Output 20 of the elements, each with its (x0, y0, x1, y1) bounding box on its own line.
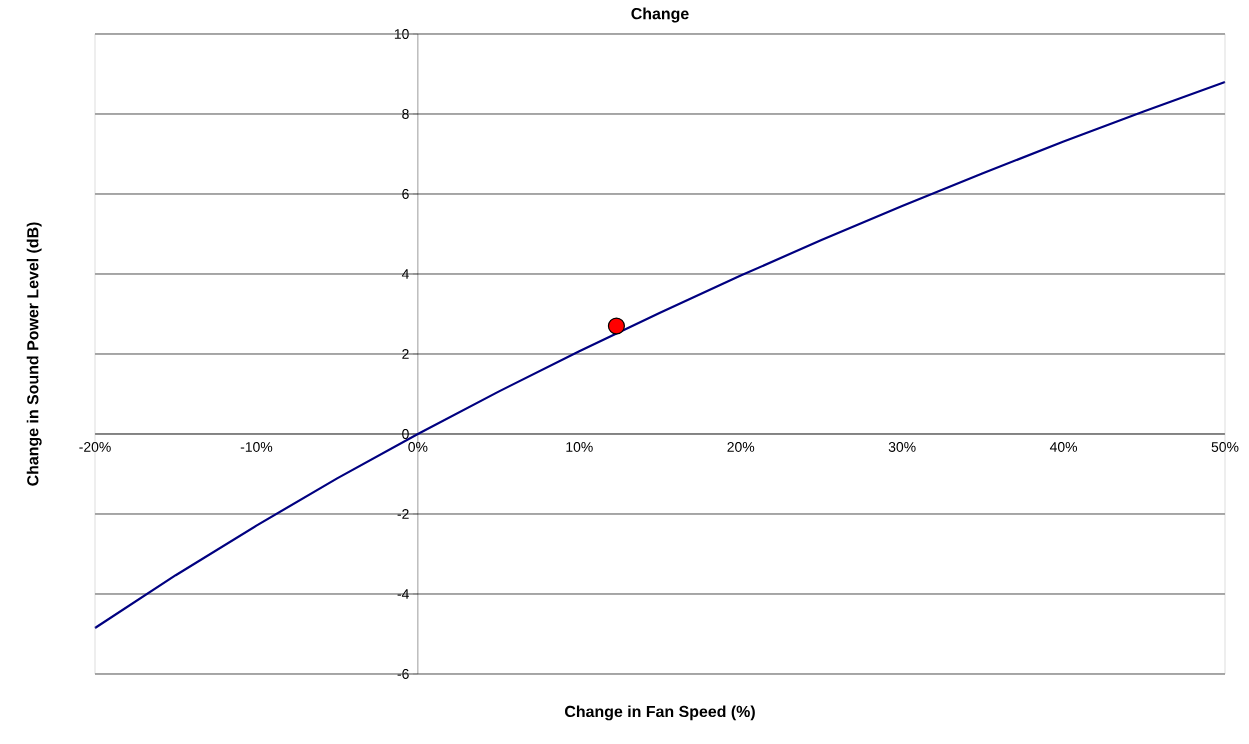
y-tick-label: 2 (402, 349, 409, 359)
y-axis-title: Change in Sound Power Level (dB) (26, 222, 42, 486)
x-tick-label: 20% (727, 441, 755, 452)
y-tick-label: -4 (397, 589, 409, 599)
y-tick-label: 8 (402, 109, 409, 119)
y-tick-label: -6 (397, 669, 409, 679)
y-tick-label: 4 (401, 269, 409, 279)
y-tick-label: 0 (402, 429, 409, 439)
x-tick-label: 30% (888, 441, 916, 452)
x-tick-label: -20% (79, 441, 111, 452)
x-tick-label: 50% (1211, 441, 1239, 452)
chart-title: Change (631, 7, 689, 23)
x-tick-label: 0% (408, 441, 428, 452)
x-axis-title: Change in Fan Speed (%) (565, 705, 755, 721)
y-tick-label: 6 (402, 189, 409, 199)
y-tick-label: -2 (397, 509, 409, 519)
x-tick-label: 40% (1049, 441, 1078, 452)
y-tick-label: 10 (394, 29, 409, 39)
x-tick-label: 10% (566, 441, 593, 452)
x-tick-label: -10% (240, 441, 273, 452)
